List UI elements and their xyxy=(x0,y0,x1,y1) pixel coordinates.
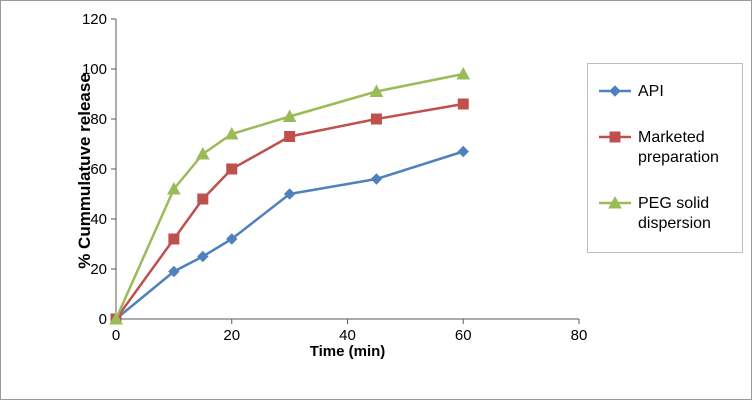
data-point-marker xyxy=(197,250,209,263)
data-point-marker xyxy=(224,126,239,140)
data-point-marker xyxy=(457,145,469,158)
y-tick-label: 100 xyxy=(82,61,107,78)
data-point-marker xyxy=(109,311,123,325)
legend-label: PEG solid dispersion xyxy=(638,195,711,232)
x-tick-label: 60 xyxy=(455,327,472,344)
x-tick-label: 0 xyxy=(112,327,120,344)
series-peg-solid-dispersion xyxy=(109,66,471,325)
legend-marker-square-icon xyxy=(598,129,632,145)
y-tick-label: 80 xyxy=(90,111,107,128)
legend-triangle-icon xyxy=(608,195,622,209)
data-point-marker xyxy=(167,181,181,195)
series-api-line xyxy=(115,150,464,320)
data-point-marker xyxy=(195,146,210,160)
data-point-marker xyxy=(457,98,469,110)
legend-item-marketed-preparation: Marketed preparation xyxy=(598,128,734,168)
data-point-marker xyxy=(168,233,180,245)
legend-marker-triangle-icon xyxy=(598,195,632,211)
legend-label: API xyxy=(638,83,664,100)
data-point-marker xyxy=(226,233,238,245)
y-tick-label: 60 xyxy=(90,161,107,178)
legend-item-peg-solid-dispersion: PEG solid dispersion xyxy=(598,194,734,234)
y-tick-label: 40 xyxy=(90,211,107,228)
chart-legend: API Marketed preparation PEG solid dispe… xyxy=(587,63,743,253)
series-api xyxy=(110,145,469,325)
x-tick-label: 40 xyxy=(339,327,356,344)
data-point-marker xyxy=(456,66,471,80)
legend-square-icon xyxy=(609,131,621,143)
data-point-marker xyxy=(370,113,382,125)
x-tick-label: 80 xyxy=(571,327,588,344)
data-point-marker xyxy=(282,109,297,122)
data-point-marker xyxy=(168,265,180,278)
x-axis-title: Time (min) xyxy=(309,343,386,360)
x-tick-label: 20 xyxy=(223,327,240,344)
data-point-marker xyxy=(197,193,209,205)
y-tick-label: 120 xyxy=(82,11,107,28)
legend-item-api: API xyxy=(598,82,734,102)
y-axis-title: % Cummulatuve release xyxy=(75,73,94,269)
data-point-marker xyxy=(283,188,296,200)
data-point-marker xyxy=(284,131,296,142)
legend-label: Marketed preparation xyxy=(638,129,719,166)
data-point-marker xyxy=(369,84,384,97)
legend-diamond-icon xyxy=(609,85,621,97)
data-point-marker xyxy=(370,173,383,185)
data-point-marker xyxy=(226,163,238,175)
y-tick-label: 20 xyxy=(90,261,107,278)
legend-marker-diamond-icon xyxy=(598,83,632,99)
series-marketed-preparation xyxy=(110,98,469,325)
y-tick-label: 0 xyxy=(99,311,107,328)
